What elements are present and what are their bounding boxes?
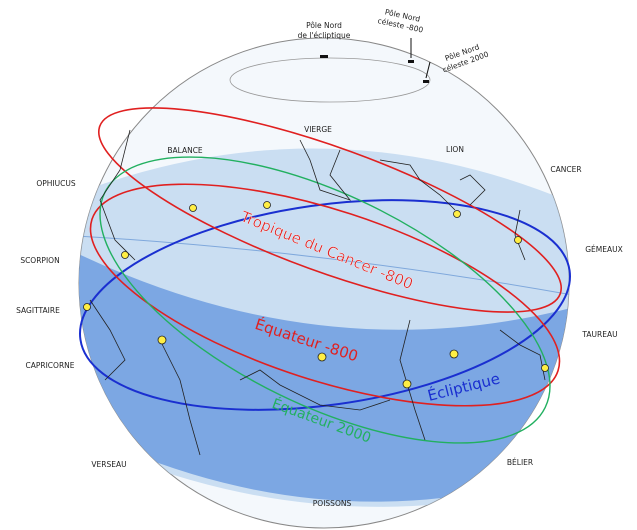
ecliptic [79,199,571,411]
constellation-label: BÉLIER [507,458,533,467]
planets [83,201,549,389]
constellation-label: VIERGE [304,125,332,134]
constellation-label: SCORPION [20,256,59,265]
pole-markers [320,38,431,83]
constellation-label: SAGITTAIRE [16,306,60,315]
constellation-label: VERSEAU [91,460,126,469]
pole-label: Pôle Nord de l'écliptique [298,21,351,40]
constellation-label: GÉMEAUX [585,245,623,254]
zodiac-band [79,148,569,507]
pole-label: Pôle Nordcéleste -800 [377,6,426,34]
constellation-label: POISSONS [313,499,352,508]
equator-800 [89,183,561,407]
constellation-label: TAUREAU [581,330,617,339]
tropic [98,107,562,313]
pole-circle [229,57,431,103]
pole-label: Pôle Nordcéleste 2000 [438,40,490,74]
constellation-label: CANCER [550,165,581,174]
constellation-label: BALANCE [167,146,203,155]
constellation-labels: VIERGE BALANCE LION CANCER OPHIUCUS GÉMEAUX SC… [16,125,623,508]
constellation-label: OPHIUCUS [36,179,75,188]
constellation-label: LION [446,145,464,154]
constellation-label: CAPRICORNE [25,361,74,370]
